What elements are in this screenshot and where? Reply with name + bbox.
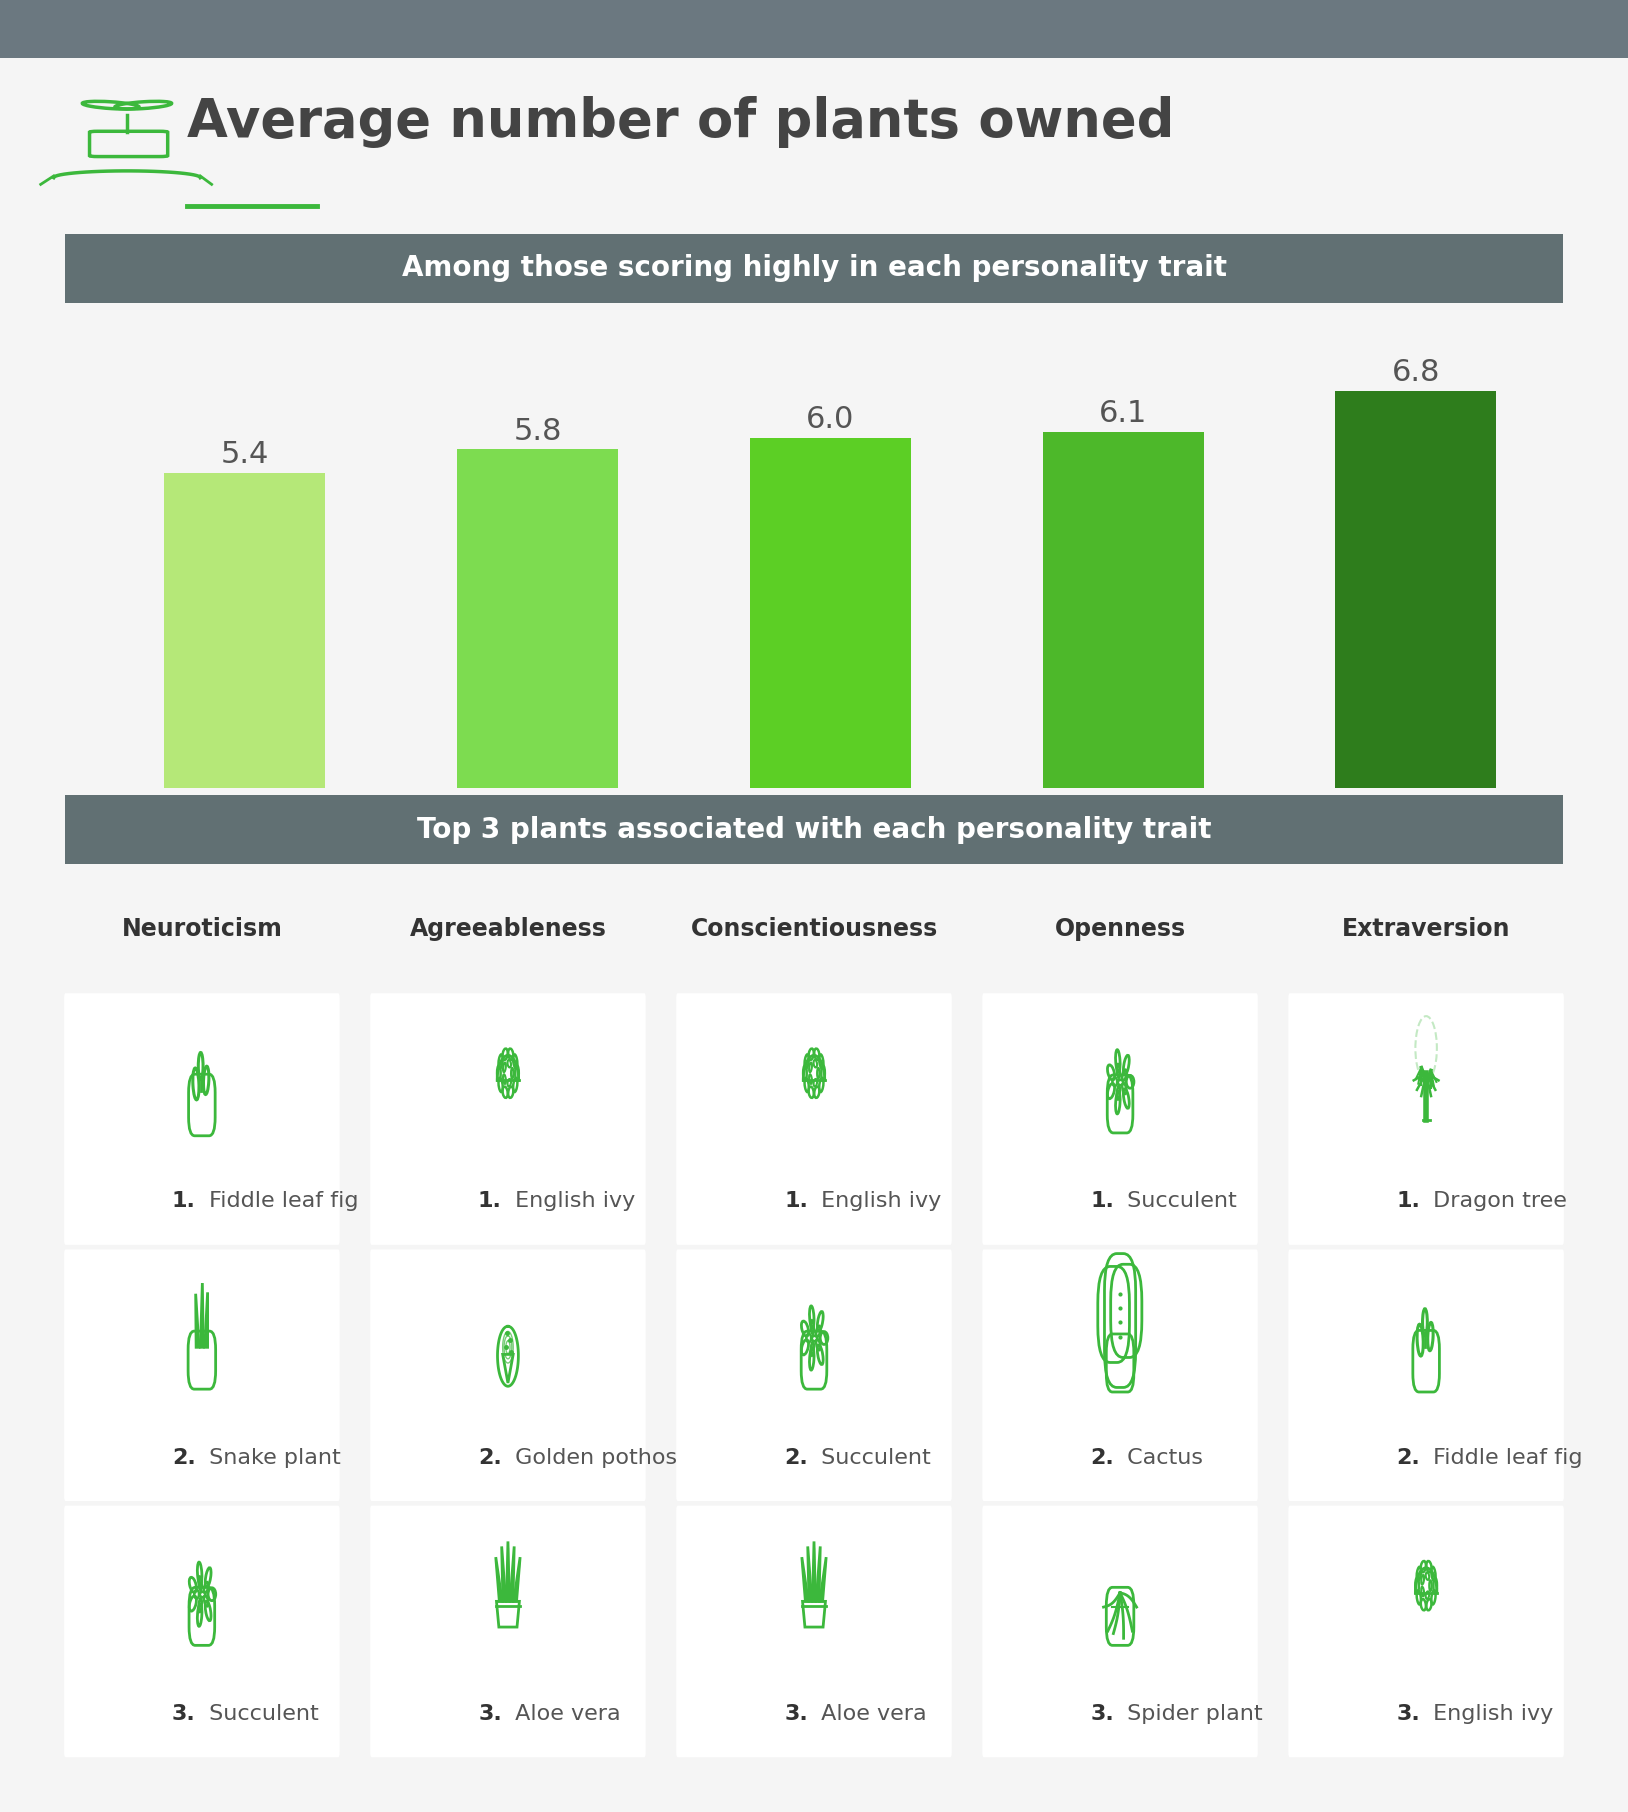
Text: 1.: 1. bbox=[785, 1192, 807, 1212]
FancyBboxPatch shape bbox=[982, 1506, 1258, 1758]
FancyBboxPatch shape bbox=[676, 993, 952, 1245]
Text: 5.4: 5.4 bbox=[221, 440, 269, 469]
Text: 6.0: 6.0 bbox=[806, 406, 855, 435]
Text: English ivy: English ivy bbox=[814, 1192, 941, 1212]
Text: 2.: 2. bbox=[1397, 1448, 1420, 1468]
Text: Agreeableness: Agreeableness bbox=[410, 917, 606, 940]
FancyBboxPatch shape bbox=[370, 1506, 646, 1758]
Text: Cactus: Cactus bbox=[1120, 1448, 1203, 1468]
Text: Top 3 plants associated with each personality trait: Top 3 plants associated with each person… bbox=[417, 815, 1211, 844]
Text: 3.: 3. bbox=[1397, 1703, 1420, 1723]
Text: Snake plant: Snake plant bbox=[202, 1448, 340, 1468]
FancyBboxPatch shape bbox=[370, 993, 646, 1245]
Text: 6.8: 6.8 bbox=[1392, 359, 1441, 388]
Text: 3.: 3. bbox=[479, 1703, 501, 1723]
Text: Aloe vera: Aloe vera bbox=[508, 1703, 620, 1723]
Bar bbox=[164, 473, 326, 788]
Text: 3.: 3. bbox=[785, 1703, 807, 1723]
FancyBboxPatch shape bbox=[1288, 1250, 1565, 1500]
Text: Average number of plants owned: Average number of plants owned bbox=[187, 96, 1174, 149]
Text: Dragon tree: Dragon tree bbox=[1426, 1192, 1568, 1212]
Bar bbox=[1042, 431, 1203, 788]
Text: Openness: Openness bbox=[1055, 917, 1185, 940]
FancyBboxPatch shape bbox=[982, 1250, 1258, 1500]
Bar bbox=[751, 439, 910, 788]
Text: Spider plant: Spider plant bbox=[1120, 1703, 1263, 1723]
Text: 2.: 2. bbox=[479, 1448, 501, 1468]
Text: 3.: 3. bbox=[173, 1703, 195, 1723]
Text: Among those scoring highly in each personality trait: Among those scoring highly in each perso… bbox=[402, 254, 1226, 283]
Text: Succulent: Succulent bbox=[1120, 1192, 1237, 1212]
FancyBboxPatch shape bbox=[1288, 993, 1565, 1245]
Text: English ivy: English ivy bbox=[1426, 1703, 1553, 1723]
FancyBboxPatch shape bbox=[676, 1250, 952, 1500]
Bar bbox=[1335, 391, 1496, 788]
Text: Succulent: Succulent bbox=[814, 1448, 931, 1468]
Text: 6.1: 6.1 bbox=[1099, 399, 1148, 428]
Text: Extraversion: Extraversion bbox=[1341, 917, 1511, 940]
Text: Neuroticism: Neuroticism bbox=[122, 917, 282, 940]
Text: 3.: 3. bbox=[1091, 1703, 1114, 1723]
Text: Conscientiousness: Conscientiousness bbox=[690, 917, 938, 940]
FancyBboxPatch shape bbox=[63, 1506, 340, 1758]
Text: 2.: 2. bbox=[173, 1448, 195, 1468]
Text: Aloe vera: Aloe vera bbox=[814, 1703, 926, 1723]
FancyBboxPatch shape bbox=[676, 1506, 952, 1758]
Text: Fiddle leaf fig: Fiddle leaf fig bbox=[1426, 1448, 1582, 1468]
Text: 2.: 2. bbox=[785, 1448, 807, 1468]
Text: Fiddle leaf fig: Fiddle leaf fig bbox=[202, 1192, 358, 1212]
Text: 1.: 1. bbox=[1091, 1192, 1114, 1212]
Text: 1.: 1. bbox=[479, 1192, 501, 1212]
FancyBboxPatch shape bbox=[982, 993, 1258, 1245]
Text: 2.: 2. bbox=[1091, 1448, 1114, 1468]
Text: 1.: 1. bbox=[1397, 1192, 1420, 1212]
FancyBboxPatch shape bbox=[63, 993, 340, 1245]
FancyBboxPatch shape bbox=[63, 1250, 340, 1500]
Text: 5.8: 5.8 bbox=[513, 417, 562, 446]
FancyBboxPatch shape bbox=[1288, 1506, 1565, 1758]
Text: Golden pothos: Golden pothos bbox=[508, 1448, 677, 1468]
Text: 1.: 1. bbox=[173, 1192, 195, 1212]
FancyBboxPatch shape bbox=[370, 1250, 646, 1500]
Text: Succulent: Succulent bbox=[202, 1703, 319, 1723]
Bar bbox=[457, 449, 619, 788]
Text: English ivy: English ivy bbox=[508, 1192, 635, 1212]
